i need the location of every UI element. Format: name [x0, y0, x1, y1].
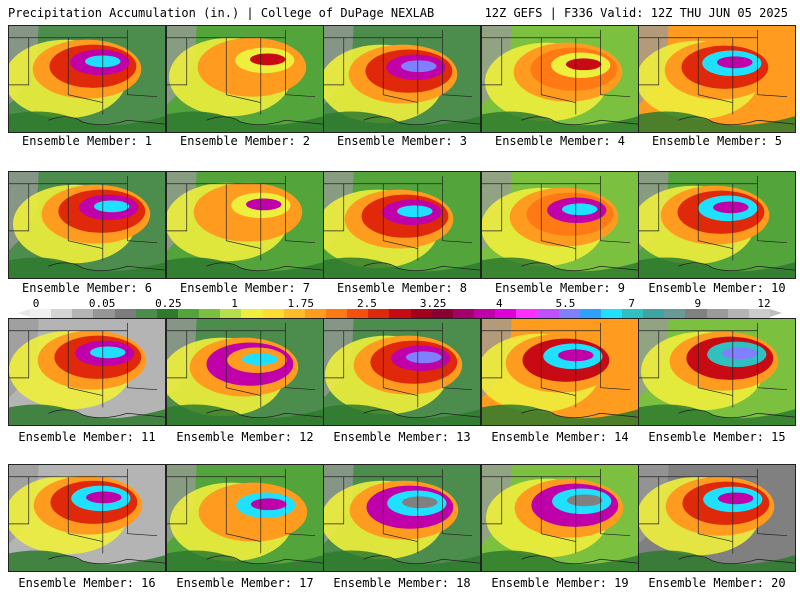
- colorbar-tick-label: 0.05: [88, 297, 116, 310]
- ensemble-member-map: [166, 171, 324, 279]
- colorbar-swatch: [199, 309, 221, 318]
- ensemble-member-label: Ensemble Member: 12: [176, 430, 314, 444]
- colorbar-tick-label: 12: [757, 297, 771, 310]
- ensemble-member-label: Ensemble Member: 11: [18, 430, 156, 444]
- ensemble-member-map: [8, 25, 166, 133]
- colorbar-swatch: [516, 309, 538, 318]
- colorbar-tick-label: 3.25: [419, 297, 447, 310]
- colorbar-swatch: [93, 309, 115, 318]
- ensemble-member-label: Ensemble Member: 20: [648, 576, 786, 590]
- ensemble-member-label: Ensemble Member: 10: [648, 281, 786, 295]
- ensemble-member-map: [638, 25, 796, 133]
- colorbar-swatch: [706, 309, 728, 318]
- colorbar-left-arrow: [18, 309, 30, 317]
- colorbar-swatch: [473, 309, 496, 318]
- ensemble-member-map: [638, 464, 796, 572]
- colorbar-tick-label: 9: [694, 297, 702, 310]
- colorbar-swatch: [135, 309, 157, 318]
- ensemble-member-label: Ensemble Member: 17: [176, 576, 314, 590]
- colorbar-swatch: [177, 309, 200, 318]
- ensemble-member-label: Ensemble Member: 5: [651, 134, 783, 148]
- product-title: Precipitation Accumulation (in.) | Colle…: [8, 6, 435, 20]
- ensemble-member-label: Ensemble Member: 7: [179, 281, 311, 295]
- colorbar-swatch: [537, 309, 559, 318]
- ensemble-member-map: [8, 171, 166, 279]
- ensemble-member-map: [323, 25, 481, 133]
- header-bar: Precipitation Accumulation (in.) | Colle…: [0, 0, 800, 22]
- colorbar-swatch: [389, 309, 411, 318]
- ensemble-member-label: Ensemble Member: 9: [494, 281, 626, 295]
- ensemble-member-map: [638, 318, 796, 426]
- colorbar-tick-label: 4: [495, 297, 503, 310]
- colorbar-swatch: [410, 309, 432, 318]
- ensemble-member-map: [323, 171, 481, 279]
- ensemble-member-label: Ensemble Member: 18: [333, 576, 471, 590]
- ensemble-member-label: Ensemble Member: 19: [491, 576, 629, 590]
- colorbar-swatch: [30, 309, 52, 318]
- ensemble-member-map: [323, 464, 481, 572]
- valid-time: 12Z GEFS | F336 Valid: 12Z THU JUN 05 20…: [484, 6, 788, 20]
- ensemble-member-label: Ensemble Member: 14: [491, 430, 629, 444]
- colorbar-swatch: [156, 309, 178, 318]
- colorbar-swatch: [72, 309, 94, 318]
- ensemble-member-label: Ensemble Member: 1: [21, 134, 153, 148]
- colorbar-tick-label: 0: [32, 297, 40, 310]
- colorbar-swatch: [51, 309, 73, 318]
- ensemble-member-label: Ensemble Member: 3: [336, 134, 468, 148]
- ensemble-member-map: [8, 464, 166, 572]
- colorbar-tick-label: 0.25: [155, 297, 182, 310]
- colorbar-swatch: [643, 309, 665, 318]
- colorbar-swatch: [727, 309, 749, 318]
- ensemble-member-map: [481, 171, 639, 279]
- colorbar-swatch: [431, 309, 453, 318]
- colorbar-swatch: [368, 309, 390, 318]
- colorbar-swatch: [685, 309, 707, 318]
- ensemble-member-label: Ensemble Member: 13: [333, 430, 471, 444]
- ensemble-member-map: [166, 318, 324, 426]
- colorbar-swatch: [600, 309, 622, 318]
- ensemble-member-map: [166, 464, 324, 572]
- ensemble-member-map: [8, 318, 166, 426]
- colorbar-swatch: [495, 309, 517, 318]
- colorbar-swatch: [283, 309, 305, 318]
- colorbar-swatch: [325, 309, 348, 318]
- colorbar-right-arrow: [770, 309, 782, 317]
- ensemble-member-label: Ensemble Member: 16: [18, 576, 156, 590]
- colorbar-strip: [30, 309, 770, 318]
- colorbar-tick-label: 5.5: [555, 297, 576, 310]
- ensemble-member-map: [481, 464, 639, 572]
- colorbar-swatch: [114, 309, 136, 318]
- colorbar-tick-label: 7: [628, 297, 635, 310]
- colorbar-swatch: [748, 309, 770, 318]
- colorbar-swatch: [347, 309, 369, 318]
- ensemble-member-label: Ensemble Member: 4: [494, 134, 626, 148]
- colorbar-swatch: [664, 309, 686, 318]
- ensemble-member-map: [481, 25, 639, 133]
- colorbar-swatch: [452, 309, 474, 318]
- ensemble-member-map: [323, 318, 481, 426]
- ensemble-member-map: [638, 171, 796, 279]
- colorbar-swatch: [262, 309, 284, 318]
- colorbar-tick-label: 1: [231, 297, 238, 310]
- ensemble-member-map: [166, 25, 324, 133]
- colorbar-swatch: [579, 309, 601, 318]
- ensemble-member-label: Ensemble Member: 2: [179, 134, 311, 148]
- colorbar-swatch: [304, 309, 326, 318]
- colorbar-tick-label: 2.5: [356, 297, 377, 310]
- ensemble-member-label: Ensemble Member: 15: [648, 430, 786, 444]
- ensemble-member-map: [481, 318, 639, 426]
- ensemble-member-label: Ensemble Member: 8: [336, 281, 468, 295]
- colorbar-swatch: [241, 309, 263, 318]
- ensemble-member-label: Ensemble Member: 6: [21, 281, 153, 295]
- colorbar-swatch: [621, 309, 644, 318]
- colorbar-tick-label: 1.75: [287, 297, 314, 310]
- colorbar-swatch: [558, 309, 580, 318]
- colorbar-swatch: [220, 309, 242, 318]
- precipitation-colorbar: 0 0.05 0.25 1 1.75 2.5 3.25 4 5.5 7 9 12: [18, 297, 782, 319]
